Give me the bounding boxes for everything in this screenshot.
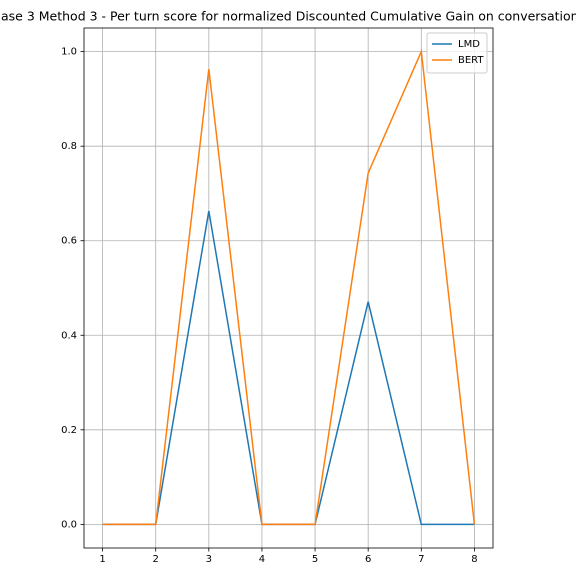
y-tick-label: 0.0 [61,519,77,530]
y-tick-label: 0.8 [61,141,77,152]
y-tick-label: 0.2 [61,425,77,436]
y-tick-label: 0.6 [61,236,77,247]
legend-box [426,32,488,74]
legend-label: LMD [458,39,480,50]
plot-frame [83,27,494,549]
x-tick-label: 6 [365,554,371,565]
x-tick-label: 7 [418,554,424,565]
x-tick-label: 8 [471,554,477,565]
x-tick-label: 1 [99,554,105,565]
legend-label: BERT [458,55,484,66]
y-tick-label: 0.4 [61,330,77,341]
legend: LMD BERT [426,32,488,74]
y-tick-label: 1.0 [61,47,77,58]
x-tick-label: 2 [153,554,159,565]
x-tick-label: 4 [259,554,265,565]
series-line [102,48,476,526]
x-tick-label: 3 [206,554,212,565]
x-tick-label: 5 [312,554,318,565]
chart-title: Phase 3 Method 3 - Per turn score for no… [0,9,576,24]
